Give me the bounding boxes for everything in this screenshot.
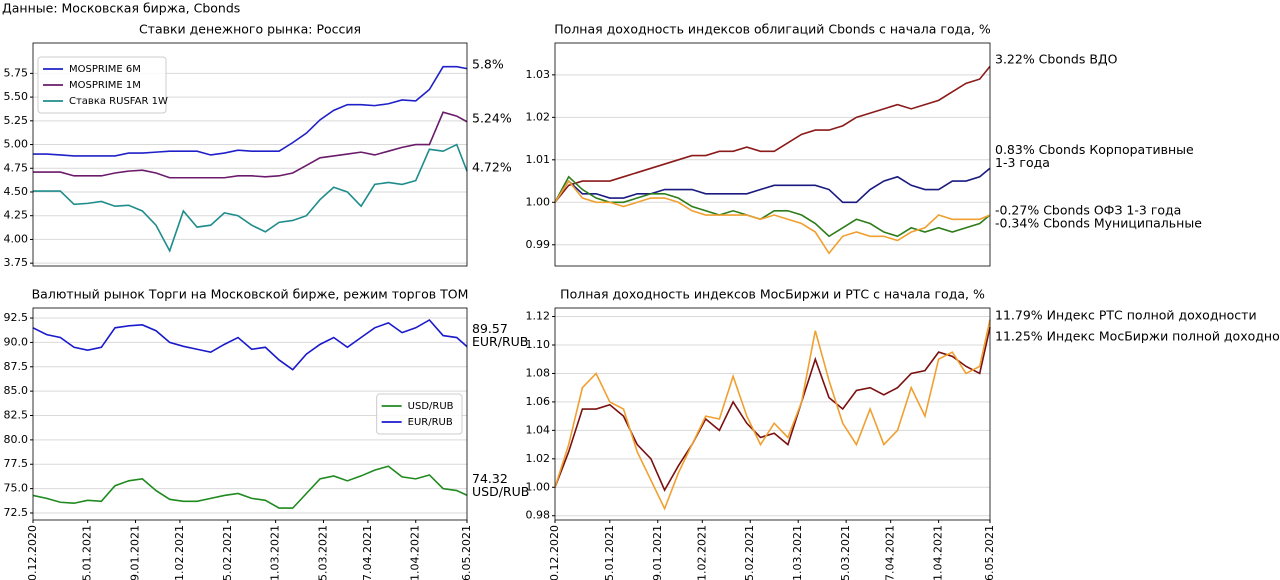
- x-tick-label: 06.05.2021: [460, 525, 473, 580]
- chart-title: Полная доходность индексов облигаций Cbo…: [554, 22, 991, 37]
- annotation: 4.72%: [472, 160, 512, 175]
- y-tick-label: 5.50: [4, 90, 29, 103]
- x-tick-label: 21.04.2021: [932, 525, 945, 580]
- y-tick-label: 1.00: [526, 195, 551, 208]
- y-tick-label: 1.02: [526, 110, 551, 123]
- x-tick-label: 15.01.2021: [81, 525, 94, 580]
- x-tick-label: 25.03.2021: [316, 525, 329, 580]
- legend-label: Ставка RUSFAR 1W: [69, 96, 168, 107]
- y-tick-label: 1.06: [526, 395, 551, 408]
- series-line: [554, 175, 991, 238]
- y-tick-label: 0.98: [526, 509, 551, 522]
- y-tick-label: 1.08: [526, 366, 551, 379]
- annotation: 11.79% Индекс РТС полной доходности: [995, 308, 1257, 323]
- x-tick-label: 29.01.2021: [651, 525, 664, 580]
- plot-frame: [554, 42, 991, 267]
- x-tick-label: 11.02.2021: [695, 525, 708, 580]
- y-tick-label: 72.5: [4, 506, 29, 519]
- y-tick-label: 5.00: [4, 138, 29, 151]
- y-tick-label: 1.04: [526, 423, 551, 436]
- annotation: 89.57 EUR/RUB: [472, 321, 528, 349]
- series-line: [33, 111, 468, 179]
- y-tick-label: 1.12: [526, 310, 551, 323]
- legend-label: MOSPRIME 1M: [69, 80, 141, 91]
- y-tick-label: 1.03: [526, 68, 551, 81]
- y-tick-label: 5.75: [4, 66, 29, 79]
- series-line: [554, 319, 991, 511]
- series-line: [32, 465, 468, 509]
- x-tick-label: 15.01.2021: [603, 525, 616, 580]
- x-tick-label: 25.02.2021: [743, 525, 756, 580]
- y-tick-label: 5.25: [4, 114, 29, 127]
- annotation: 0.83% Cbonds Корпоративные 1-3 года: [995, 142, 1194, 170]
- y-tick-label: 82.5: [4, 409, 29, 422]
- y-tick-label: 90.0: [4, 335, 29, 348]
- plot-frame: [32, 42, 468, 267]
- x-tick-label: 07.04.2021: [361, 525, 374, 580]
- annotation: 5.8%: [472, 57, 504, 72]
- series-line: [33, 65, 468, 157]
- series-line: [554, 167, 991, 204]
- y-tick-label: 3.75: [4, 256, 29, 269]
- y-tick-label: 4.50: [4, 185, 29, 198]
- annotation: 74.32 USD/RUB: [472, 471, 529, 499]
- annotation: -0.27% Cbonds ОФЗ 1-3 года: [995, 203, 1181, 218]
- y-tick-label: 4.25: [4, 209, 29, 222]
- x-tick-label: 25.02.2021: [221, 525, 234, 580]
- y-tick-label: 92.5: [4, 311, 29, 324]
- x-tick-label: 30.12.2020: [548, 525, 561, 580]
- legend-box: [37, 56, 167, 114]
- plot-frame: [32, 307, 468, 521]
- y-tick-label: 87.5: [4, 360, 29, 373]
- chart-title: Валютный рынок Торги на Московской бирже…: [32, 287, 469, 302]
- series-line: [554, 327, 991, 492]
- series-line: [32, 318, 468, 371]
- x-tick-label: 29.01.2021: [129, 525, 142, 580]
- y-tick-label: 1.10: [526, 338, 551, 351]
- plot-frame: [554, 307, 991, 521]
- y-tick-label: 1.01: [526, 153, 551, 166]
- legend-box: [376, 393, 463, 435]
- y-tick-label: 0.99: [526, 238, 551, 251]
- chart-title: Полная доходность индексов МосБиржи и РТ…: [560, 287, 985, 302]
- source-note: Данные: Московская биржа, Cbonds: [2, 1, 240, 16]
- x-tick-label: 21.04.2021: [409, 525, 422, 580]
- y-tick-label: 4.00: [4, 232, 29, 245]
- series-line: [554, 179, 991, 255]
- y-tick-label: 75.0: [4, 482, 29, 495]
- y-tick-label: 1.00: [526, 480, 551, 493]
- series-line: [554, 65, 991, 203]
- legend-label: MOSPRIME 6M: [69, 64, 141, 75]
- x-tick-label: 11.03.2021: [791, 525, 804, 580]
- series-line: [33, 143, 468, 253]
- y-tick-label: 1.02: [526, 452, 551, 465]
- x-tick-label: 06.05.2021: [983, 525, 996, 580]
- y-tick-label: 77.5: [4, 457, 29, 470]
- x-tick-label: 11.02.2021: [173, 525, 186, 580]
- legend-label: EUR/RUB: [408, 417, 453, 428]
- x-tick-label: 07.04.2021: [884, 525, 897, 580]
- y-tick-label: 4.75: [4, 161, 29, 174]
- y-tick-label: 80.0: [4, 433, 29, 446]
- annotation: 3.22% Cbonds ВДО: [995, 52, 1118, 67]
- y-tick-label: 85.0: [4, 384, 29, 397]
- legend-label: USD/RUB: [408, 401, 454, 412]
- x-tick-label: 11.03.2021: [269, 525, 282, 580]
- x-tick-label: 25.03.2021: [839, 525, 852, 580]
- annotation: 5.24%: [472, 111, 512, 126]
- chart-title: Ставки денежного рынка: Россия: [139, 22, 361, 37]
- annotation: -0.34% Cbonds Муниципальные: [995, 216, 1202, 231]
- x-tick-label: 30.12.2020: [26, 525, 39, 580]
- annotation: 11.25% Индекс МосБиржи полной доходности: [995, 329, 1280, 344]
